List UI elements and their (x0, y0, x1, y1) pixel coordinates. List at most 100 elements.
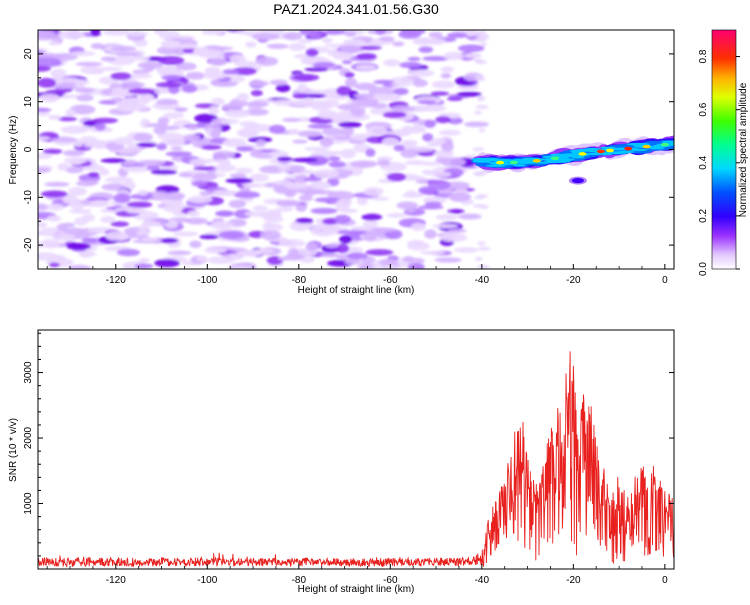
spectrogram-noise-blob (103, 30, 131, 36)
spectrogram-noise-blob (153, 30, 167, 35)
spectrogram-noise-blob (90, 30, 101, 37)
spectrogram-noise-blob (428, 31, 443, 38)
spectrogram-noise-blob (418, 46, 434, 54)
spectrogram-signal-peak (642, 144, 651, 149)
spectrogram-noise-blob (276, 199, 301, 207)
spectrogram-noise-blob (139, 93, 155, 102)
spectrogram-noise-blob (185, 217, 208, 225)
snr-y-label: SNR (10 * v/v) (8, 418, 19, 482)
spectrogram-noise-blob (203, 247, 227, 254)
spectrogram-noise-blob (356, 45, 383, 51)
spectrogram-signal-blob (478, 158, 496, 161)
colorbar-tick-label: 0.0 (698, 262, 709, 276)
spectrogram-noise-blob (328, 224, 340, 232)
x-tick-label: -120 (106, 275, 126, 286)
spectrogram-noise-blob (405, 190, 417, 197)
spectrogram-noise-blob (400, 139, 418, 146)
spectrogram-noise-blob (246, 100, 269, 108)
spectrogram-noise-blob (181, 84, 198, 93)
spectrogram-noise-blob (69, 104, 96, 115)
spectrogram-noise-blob (278, 256, 291, 261)
spectrogram-signal-blob (571, 155, 585, 159)
spectrogram-noise-blob (406, 239, 425, 246)
spectrogram-noise-blob (340, 148, 357, 159)
spectrogram-noise-blob (38, 167, 51, 173)
spectrogram-noise-blob (297, 130, 323, 138)
spectrogram-noise-blob (440, 73, 452, 79)
spectrogram-noise-blob (224, 109, 251, 118)
spectrogram-signal-blob (600, 152, 613, 156)
spectrogram-noise-blob (183, 134, 201, 141)
spectrogram-noise-blob (378, 258, 398, 266)
spectrogram-noise-blob (363, 231, 377, 242)
spectrogram-noise-blob (375, 227, 397, 232)
spectrogram-noise-blob (335, 243, 350, 254)
spectrogram-noise-blob (476, 264, 490, 269)
spectrogram-noise-blob (378, 36, 395, 42)
spectrogram-noise-blob (76, 94, 94, 102)
spectrogram-noise-blob (90, 43, 105, 50)
spectrogram-noise-blob (129, 193, 154, 200)
spectrogram-noise-blobs (38, 30, 491, 269)
spectrogram-noise-blob (364, 214, 383, 220)
spectrogram-noise-blob (328, 161, 346, 168)
spectrogram-noise-blob (146, 164, 160, 171)
spectrogram-noise-blob (187, 125, 199, 131)
spectrogram-noise-blob (310, 190, 337, 195)
colorbar-tick-label: 0.6 (698, 102, 709, 116)
spectrogram-noise-blob (322, 127, 344, 136)
spectrogram-noise-blob (341, 60, 353, 65)
spectrogram-noise-blob (322, 30, 346, 35)
snr-frame (37, 329, 675, 570)
spectrogram-noise-blob (38, 107, 52, 112)
spectrogram-signal-peak (596, 149, 605, 154)
spectrogram-noise-blob (234, 209, 253, 219)
spectrogram-noise-blob (208, 105, 219, 116)
spectrogram-noise-blob (417, 100, 437, 105)
colorbar-label: Normalized spectral amplitude (738, 82, 749, 217)
spectrogram-noise-blob (153, 126, 167, 135)
spectrogram-noise-blob (297, 83, 308, 93)
spectrogram-noise-blob (383, 59, 401, 67)
spectrogram-noise-blob (453, 247, 479, 253)
spectrogram-noise-blob (307, 123, 334, 129)
spectrogram-noise-blob (345, 230, 367, 235)
spectrogram-noise-blob (74, 80, 86, 88)
spectrogram-noise-blob (352, 98, 379, 104)
spectrogram-noise-blob (65, 108, 76, 118)
spectrogram-noise-blob (57, 30, 83, 40)
spectrogram-noise-blob (292, 139, 308, 144)
x-tick-label: 0 (662, 275, 668, 286)
spectrogram-noise-blob (173, 107, 189, 112)
spectrogram-noise-blob (62, 149, 85, 157)
spectrogram-noise-blob (275, 83, 291, 93)
spectrogram-noise-blob (244, 108, 269, 116)
spectrogram-x-label: Height of straight line (km) (298, 285, 415, 296)
spectrogram-noise-blob (212, 189, 237, 196)
spectrogram-noise-blob (253, 248, 274, 254)
spectrogram-noise-blob (160, 237, 179, 244)
spectrogram-noise-blob (137, 190, 149, 196)
spectrogram-noise-blob (189, 240, 202, 249)
spectrogram-noise-blob (255, 56, 279, 67)
spectrogram-noise-blob (393, 87, 409, 96)
colorbar-gradient (711, 29, 737, 270)
spectrogram-noise-blob (38, 231, 47, 236)
spectrogram-noise-blob (412, 37, 435, 46)
spectrogram-noise-blob (100, 215, 116, 223)
spectrogram-noise-blob (116, 147, 141, 156)
spectrogram-noise-blob (328, 156, 341, 162)
spectrogram-noise-blob (475, 76, 486, 81)
spectrogram-noise-blob (428, 179, 451, 190)
spectrogram-noise-blob (266, 43, 289, 50)
spectrogram-noise-blob (68, 186, 87, 196)
spectrogram-noise-blob (338, 235, 353, 244)
spectrogram-noise-blob (38, 77, 57, 88)
spectrogram-noise-blob (474, 110, 482, 115)
spectrogram-noise-blob (295, 203, 307, 212)
spectrogram-noise-blob (407, 263, 425, 269)
spectrogram-noise-blob (478, 128, 486, 133)
spectrogram-noise-blob (424, 201, 443, 207)
spectrogram-noise-blob (208, 57, 228, 66)
spectrogram-noise-blob (201, 30, 224, 36)
